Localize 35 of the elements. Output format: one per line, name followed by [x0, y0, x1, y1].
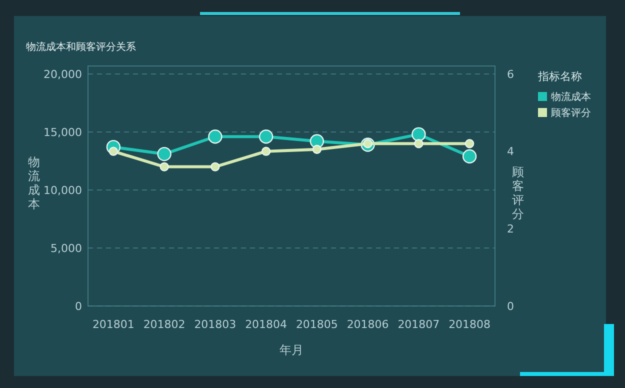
y2-tick-label: 2	[507, 222, 514, 236]
y-tick-label: 10,000	[44, 184, 82, 197]
y2-tick-label: 0	[507, 300, 514, 313]
x-tick-label: 201804	[245, 318, 288, 331]
y-tick-label: 15,000	[44, 126, 82, 139]
point	[160, 162, 169, 172]
y2-tick-label: 4	[507, 145, 514, 158]
chart-title: 物流成本和顾客评分关系	[26, 41, 136, 53]
point	[414, 139, 424, 148]
point	[412, 127, 426, 142]
point	[210, 162, 220, 172]
x-tick-label: 201803	[194, 318, 236, 331]
point	[258, 130, 274, 144]
y-tick-label: 20,000	[44, 68, 82, 81]
point	[261, 146, 271, 156]
point	[312, 144, 322, 154]
point	[157, 146, 172, 162]
y-tick-label: 5,000	[50, 242, 82, 255]
y2-axis-title: 顾客评分	[512, 165, 524, 221]
x-tick-label: 201808	[448, 318, 491, 331]
point	[464, 139, 474, 148]
y-tick-label: 0	[75, 300, 82, 313]
legend-label: 顾客评分	[551, 107, 591, 119]
y2-tick-label: 6	[507, 68, 514, 81]
point	[462, 149, 477, 164]
legend-label: 物流成本	[551, 91, 591, 103]
x-tick-label: 201801	[92, 318, 134, 331]
x-tick-label: 201802	[143, 318, 186, 331]
legend-title: 指标名称	[537, 70, 582, 83]
y-axis-title: 物流成本	[28, 155, 40, 211]
point	[208, 130, 222, 144]
x-tick-label: 201807	[398, 318, 440, 331]
x-tick-label: 201805	[296, 318, 338, 331]
x-tick-label: 201806	[346, 318, 389, 331]
x-axis-title: 年月	[280, 343, 304, 357]
